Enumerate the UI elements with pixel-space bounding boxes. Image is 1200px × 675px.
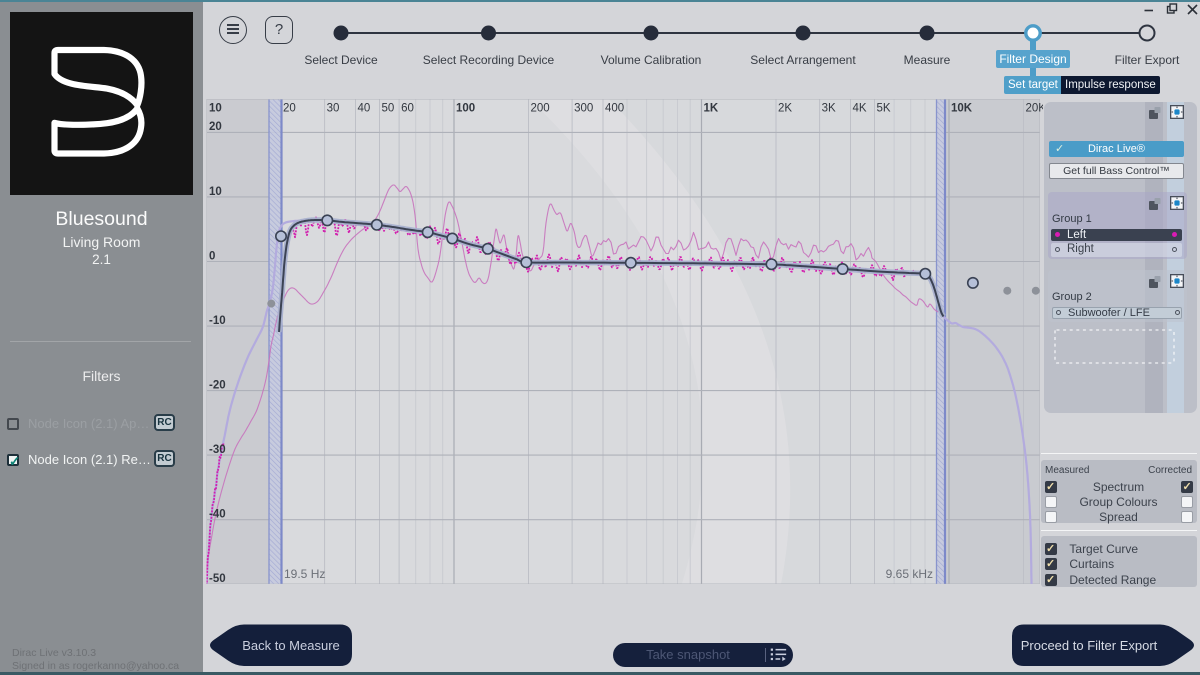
svg-text:19.5 Hz: 19.5 Hz [284, 567, 325, 581]
svg-text:40: 40 [358, 103, 371, 115]
svg-text:4K: 4K [853, 103, 867, 115]
svg-text:-10: -10 [209, 315, 226, 327]
svg-text:5K: 5K [877, 103, 891, 115]
svg-text:9.65 kHz: 9.65 kHz [886, 567, 933, 581]
svg-text:200: 200 [531, 103, 550, 115]
svg-text:400: 400 [605, 103, 624, 115]
svg-text:-50: -50 [209, 573, 226, 584]
svg-text:30: 30 [327, 103, 340, 115]
svg-text:-20: -20 [209, 379, 226, 391]
svg-text:1K: 1K [704, 103, 719, 115]
svg-text:0: 0 [209, 250, 215, 262]
svg-text:20K: 20K [1026, 103, 1044, 115]
svg-text:Proceed to Filter Export: Proceed to Filter Export [1021, 638, 1158, 653]
svg-text:100: 100 [456, 103, 475, 115]
svg-text:50: 50 [382, 103, 395, 115]
svg-text:-30: -30 [209, 444, 226, 456]
svg-text:3K: 3K [822, 103, 836, 115]
svg-text:60: 60 [401, 103, 414, 115]
svg-text:10: 10 [209, 103, 222, 115]
svg-text:2K: 2K [778, 103, 792, 115]
svg-text:20: 20 [209, 121, 222, 133]
svg-text:-40: -40 [209, 509, 226, 521]
svg-text:20: 20 [283, 103, 296, 115]
svg-text:10K: 10K [951, 103, 973, 115]
svg-text:300: 300 [574, 103, 593, 115]
svg-text:Back to Measure: Back to Measure [242, 638, 340, 653]
svg-text:10: 10 [209, 186, 222, 198]
